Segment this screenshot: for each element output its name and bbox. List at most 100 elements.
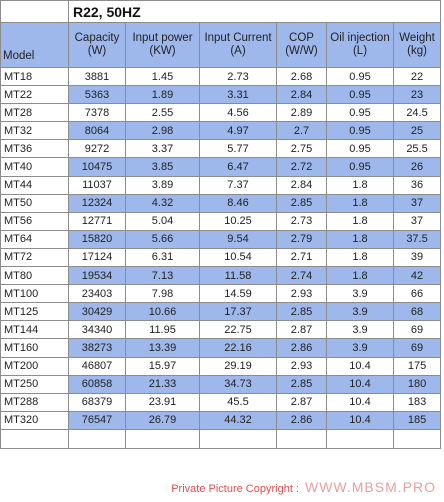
empty-cell <box>0 428 69 449</box>
cell-input-current: 10.54 <box>199 247 277 268</box>
cell-capacity: 68379 <box>68 392 126 412</box>
cell-capacity: 7378 <box>68 103 126 123</box>
header-capacity-unit: (W) <box>87 45 107 57</box>
table-row: MT160 38273 13.39 22.16 2.86 3.9 69 <box>0 338 442 358</box>
cell-input-current: 11.58 <box>199 266 277 286</box>
empty-cell <box>276 428 327 449</box>
title-row: R22, 50HZ <box>0 0 442 23</box>
cell-capacity: 8064 <box>68 121 126 141</box>
cell-input-power: 15.97 <box>125 356 200 376</box>
table-row: MT80 19534 7.13 11.58 2.74 1.8 42 <box>0 266 442 286</box>
cell-model: MT50 <box>0 193 69 213</box>
cell-input-power: 7.13 <box>125 266 200 286</box>
cell-model: MT288 <box>0 392 69 412</box>
cell-cop: 2.73 <box>276 211 327 231</box>
cell-input-current: 10.25 <box>199 211 277 231</box>
watermark-site: WWW.MBSM.PRO <box>305 479 436 495</box>
header-input-current: Input Current (A) <box>199 22 277 68</box>
header-row: Model Capacity (W) Input power (KW) Input … <box>0 22 442 68</box>
cell-cop: 2.68 <box>276 66 327 87</box>
cell-input-power: 23.91 <box>125 392 200 412</box>
cell-oil-injection: 0.95 <box>326 66 394 87</box>
cell-input-current: 8.46 <box>199 193 277 213</box>
cell-capacity: 60858 <box>68 374 126 394</box>
cell-oil-injection: 0.95 <box>326 139 394 159</box>
empty-row <box>0 428 442 449</box>
cell-capacity: 5363 <box>68 85 126 105</box>
header-weight: Weight (kg) <box>392 22 442 68</box>
empty-cell <box>125 428 200 449</box>
cell-weight: 69 <box>392 320 442 340</box>
header-input-power-label: Input power <box>132 32 193 44</box>
cell-capacity: 12771 <box>68 211 126 231</box>
table-row: MT320 76547 26.79 44.32 2.86 10.4 185 <box>0 410 442 430</box>
table-row: MT44 11037 3.89 7.37 2.84 1.8 36 <box>0 175 442 195</box>
cell-model: MT28 <box>0 103 69 123</box>
table-row: MT22 5363 1.89 3.31 2.84 0.95 23 <box>0 85 442 105</box>
cell-input-power: 6.31 <box>125 247 200 268</box>
cell-model: MT144 <box>0 320 69 340</box>
cell-cop: 2.85 <box>276 193 327 213</box>
cell-weight: 42 <box>392 266 442 286</box>
cell-oil-injection: 1.8 <box>326 211 394 231</box>
cell-cop: 2.74 <box>276 266 327 286</box>
cell-cop: 2.84 <box>276 175 327 195</box>
cell-oil-injection: 10.4 <box>326 410 394 430</box>
cell-oil-injection: 1.8 <box>326 247 394 268</box>
cell-model: MT18 <box>0 66 69 87</box>
cell-capacity: 11037 <box>68 175 126 195</box>
cell-cop: 2.89 <box>276 103 327 123</box>
cell-weight: 175 <box>392 356 442 376</box>
cell-weight: 26 <box>392 157 442 177</box>
cell-weight: 36 <box>392 175 442 195</box>
table-row: MT40 10475 3.85 6.47 2.72 0.95 26 <box>0 157 442 177</box>
copyright-watermark: Private Picture Copyright : WWW.MBSM.PRO <box>0 474 444 500</box>
cell-cop: 2.84 <box>276 85 327 105</box>
cell-oil-injection: 10.4 <box>326 374 394 394</box>
cell-cop: 2.87 <box>276 392 327 412</box>
cell-weight: 37 <box>392 193 442 213</box>
cell-model: MT125 <box>0 302 69 322</box>
cell-oil-injection: 10.4 <box>326 356 394 376</box>
cell-weight: 183 <box>392 392 442 412</box>
cell-input-current: 5.77 <box>199 139 277 159</box>
cell-model: MT250 <box>0 374 69 394</box>
cell-model: MT160 <box>0 338 69 358</box>
header-cop-label: COP <box>289 32 314 44</box>
cell-oil-injection: 1.8 <box>326 229 394 249</box>
cell-input-current: 9.54 <box>199 229 277 249</box>
cell-input-power: 1.89 <box>125 85 200 105</box>
header-cop: COP (W/W) <box>276 22 327 68</box>
cell-oil-injection: 0.95 <box>326 103 394 123</box>
header-weight-unit: (kg) <box>407 45 427 57</box>
cell-model: MT36 <box>0 139 69 159</box>
cell-model: MT40 <box>0 157 69 177</box>
cell-input-current: 17.37 <box>199 302 277 322</box>
cell-capacity: 9272 <box>68 139 126 159</box>
cell-model: MT72 <box>0 247 69 268</box>
cell-weight: 25.5 <box>392 139 442 159</box>
cell-input-current: 3.31 <box>199 85 277 105</box>
cell-weight: 39 <box>392 247 442 268</box>
cell-cop: 2.85 <box>276 374 327 394</box>
cell-input-current: 14.59 <box>199 284 277 304</box>
cell-oil-injection: 1.8 <box>326 266 394 286</box>
header-capacity: Capacity (W) <box>68 22 126 68</box>
table-row: MT72 17124 6.31 10.54 2.71 1.8 39 <box>0 247 442 268</box>
cell-cop: 2.79 <box>276 229 327 249</box>
cell-oil-injection: 1.8 <box>326 175 394 195</box>
header-oil-injection: Oil injection (L) <box>326 22 394 68</box>
cell-input-power: 1.45 <box>125 66 200 87</box>
title-blank-cell <box>0 0 69 23</box>
cell-input-power: 10.66 <box>125 302 200 322</box>
cell-weight: 25 <box>392 121 442 141</box>
cell-model: MT44 <box>0 175 69 195</box>
cell-capacity: 19534 <box>68 266 126 286</box>
cell-weight: 22 <box>392 66 442 87</box>
header-weight-label: Weight <box>399 32 435 44</box>
header-model: Model <box>0 22 69 68</box>
table-row: MT56 12771 5.04 10.25 2.73 1.8 37 <box>0 211 442 231</box>
cell-input-power: 2.55 <box>125 103 200 123</box>
cell-oil-injection: 0.95 <box>326 121 394 141</box>
cell-model: MT80 <box>0 266 69 286</box>
